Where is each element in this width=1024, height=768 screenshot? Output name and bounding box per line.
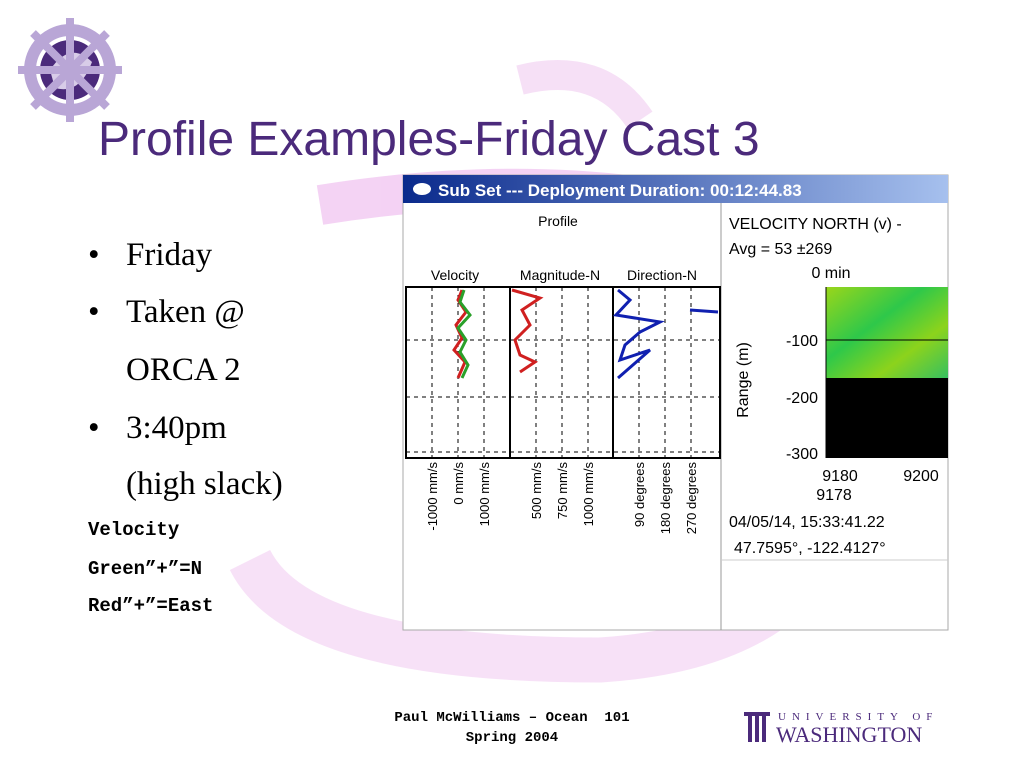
axis-label: 1000 mm/s (581, 462, 596, 527)
y-axis-label: Range (m) (735, 342, 752, 418)
uw-logo: UNIVERSITY OF WASHINGTON (744, 711, 938, 747)
y-tick-label: -300 (786, 446, 818, 463)
heatmap-avg: Avg = 53 ±269 (729, 241, 832, 258)
bullet-text: Friday (126, 237, 213, 273)
axis-labels: -1000 mm/s 0 mm/s 1000 mm/s 500 mm/s 750… (425, 462, 699, 535)
screenshot: Sub Set --- Deployment Duration: 00:12:4… (402, 174, 949, 631)
bullet-text: Taken @ (126, 294, 245, 330)
note: Red”+”=East (88, 595, 213, 617)
axis-label: 0 mm/s (451, 462, 466, 505)
heatmap-panel: VELOCITY NORTH (v) - Avg = 53 ±269 0 min… (729, 216, 948, 557)
profile-plot (405, 286, 721, 459)
heatmap-title: VELOCITY NORTH (v) - (729, 216, 902, 233)
bullet-text: (high slack) (126, 466, 283, 502)
bullet: • (88, 410, 100, 446)
y-tick-label: -200 (786, 390, 818, 407)
bullet: • (88, 237, 100, 273)
heatmap-time: 0 min (811, 265, 850, 282)
bullet-text: ORCA 2 (126, 352, 241, 388)
footer: Paul McWilliams – Ocean 101 Spring 2004 (394, 710, 629, 746)
axis-label: -1000 mm/s (425, 462, 440, 531)
window-icon (413, 183, 431, 195)
axis-label: 90 degrees (632, 462, 647, 528)
heatmap-empty (826, 378, 948, 458)
column-title: Velocity (431, 267, 479, 283)
bullet-text: 3:40pm (126, 410, 227, 446)
bullet: • (88, 294, 100, 330)
window-title: Sub Set --- Deployment Duration: 00:12:4… (438, 181, 802, 200)
x-tick-label: 9180 (822, 468, 858, 485)
slide-title: Profile Examples-Friday Cast 3 (98, 113, 760, 166)
column-title: Direction-N (627, 267, 697, 283)
notes: Velocity Green”+”=N Red”+”=East (88, 519, 213, 617)
axis-label: 1000 mm/s (477, 462, 492, 527)
title-bar (403, 175, 948, 203)
emblem (18, 18, 122, 122)
axis-label: 270 degrees (684, 462, 699, 535)
x-sub-label: 9178 (816, 487, 852, 504)
axis-label: 750 mm/s (555, 462, 570, 520)
position: 47.7595°, -122.4127° (734, 540, 886, 557)
footer-line: Paul McWilliams – Ocean 101 (394, 710, 629, 726)
axis-label: 500 mm/s (529, 462, 544, 520)
heatmap-data (826, 287, 948, 378)
axis-label: 180 degrees (658, 462, 673, 535)
footer-line: Spring 2004 (466, 730, 558, 746)
column-title: Magnitude-N (520, 267, 600, 283)
bullet-list: • Friday • Taken @ ORCA 2 • 3:40pm (high… (88, 237, 283, 502)
timestamp: 04/05/14, 15:33:41.22 (729, 514, 885, 531)
note: Green”+”=N (88, 558, 202, 580)
profile-title: Profile (538, 213, 578, 229)
y-tick-label: -100 (786, 333, 818, 350)
x-tick-label: 9200 (903, 468, 939, 485)
logo-bottom: WASHINGTON (776, 722, 922, 747)
note: Velocity (88, 519, 180, 541)
logo-top: UNIVERSITY OF (778, 711, 938, 723)
